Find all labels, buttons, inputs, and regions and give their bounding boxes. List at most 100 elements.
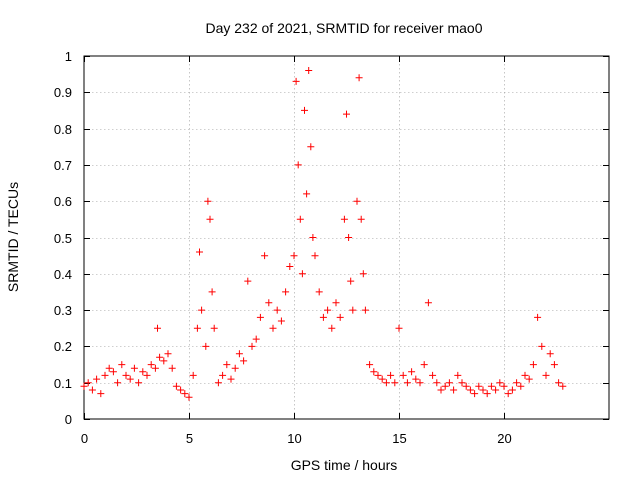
data-point <box>441 382 449 390</box>
data-point <box>101 371 109 379</box>
data-point <box>296 215 304 223</box>
data-point <box>88 386 96 394</box>
data-point <box>139 368 147 376</box>
y-tick-label: 0.6 <box>54 194 72 209</box>
data-point <box>282 288 290 296</box>
data-point <box>177 386 185 394</box>
data-point <box>475 382 483 390</box>
data-point <box>437 386 445 394</box>
data-point <box>206 215 214 223</box>
data-point <box>416 379 424 387</box>
data-point <box>307 143 315 151</box>
data-points <box>80 67 567 401</box>
data-point <box>84 379 92 387</box>
data-point <box>286 263 294 270</box>
data-point <box>483 390 491 398</box>
data-point <box>550 361 558 369</box>
y-tick-label: 1 <box>65 49 72 64</box>
data-point <box>508 386 516 394</box>
data-point <box>219 371 227 379</box>
data-point <box>214 379 222 387</box>
data-point <box>462 382 470 390</box>
data-point <box>277 317 285 325</box>
data-point <box>387 371 395 379</box>
data-point <box>555 379 563 387</box>
data-point <box>458 379 466 387</box>
data-point <box>252 335 260 343</box>
data-point <box>347 277 355 285</box>
axis-ticks: 00.10.20.30.40.50.60.70.80.910 5 10 15 20 <box>54 49 609 446</box>
y-tick-label: 0.5 <box>54 231 72 246</box>
data-point <box>429 371 437 379</box>
data-point <box>147 361 155 369</box>
data-point <box>172 382 180 390</box>
data-point <box>412 375 420 383</box>
x-tick-label: 15 <box>392 431 406 446</box>
data-point <box>454 371 462 379</box>
data-point <box>105 364 113 372</box>
data-point <box>492 386 500 394</box>
data-point <box>126 375 134 383</box>
data-point <box>529 361 537 369</box>
y-tick-label: 0.8 <box>54 122 72 137</box>
data-point <box>513 379 521 387</box>
data-point <box>479 386 487 394</box>
y-axis-label: SRMTID / TECUs <box>5 182 21 292</box>
data-point <box>223 361 231 369</box>
data-point <box>496 379 504 387</box>
data-point <box>294 161 302 169</box>
data-point <box>336 313 344 321</box>
data-point <box>154 324 161 332</box>
data-point <box>504 390 512 398</box>
data-point <box>269 324 277 332</box>
data-point <box>93 375 101 383</box>
data-point <box>273 306 281 314</box>
data-point <box>292 77 300 85</box>
data-point <box>324 306 332 314</box>
data-point <box>433 379 441 387</box>
data-point <box>196 248 203 256</box>
data-point <box>109 368 117 376</box>
y-tick-label: 0.2 <box>54 339 72 354</box>
data-point <box>298 270 306 278</box>
data-point <box>349 306 357 314</box>
data-point <box>235 350 243 358</box>
data-point <box>408 368 416 376</box>
data-point <box>424 299 432 307</box>
data-point <box>542 371 550 379</box>
data-point <box>403 379 411 387</box>
data-point <box>261 252 269 260</box>
data-point <box>248 342 256 350</box>
data-point <box>164 350 172 358</box>
data-point <box>290 252 298 260</box>
data-point <box>420 361 428 369</box>
data-point <box>382 379 390 387</box>
data-point <box>391 379 399 387</box>
data-point <box>160 357 168 365</box>
data-point <box>395 324 403 332</box>
data-point <box>301 106 308 114</box>
x-tick-label: 10 <box>287 431 301 446</box>
data-point <box>546 350 554 358</box>
data-point <box>378 375 386 383</box>
data-point <box>357 215 365 223</box>
data-point <box>366 361 374 369</box>
data-point <box>534 313 542 321</box>
y-tick-label: 0.9 <box>54 85 72 100</box>
data-point <box>231 364 239 372</box>
data-point <box>143 371 151 379</box>
data-point <box>240 357 248 365</box>
data-point <box>208 288 216 296</box>
data-point <box>466 386 474 394</box>
data-point <box>517 382 525 390</box>
data-point <box>361 306 369 314</box>
data-point <box>189 371 197 379</box>
plot-frame <box>83 55 610 420</box>
data-point <box>122 371 130 379</box>
data-point <box>538 342 546 350</box>
chart-title: Day 232 of 2021, SRMTID for receiver mao… <box>205 20 482 36</box>
x-tick-label: 20 <box>497 431 511 446</box>
data-point <box>130 364 138 372</box>
data-point <box>193 324 201 332</box>
